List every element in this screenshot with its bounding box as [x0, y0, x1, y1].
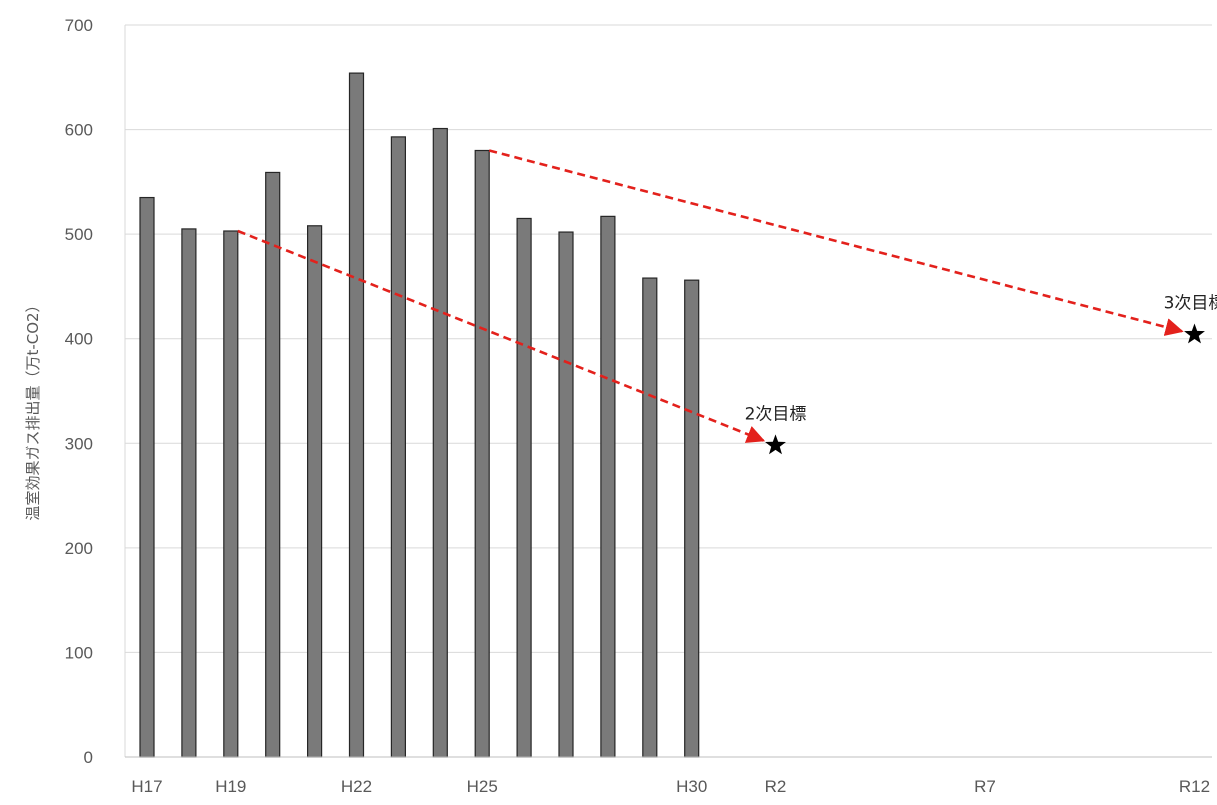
- y-tick-label: 200: [65, 539, 93, 558]
- y-tick-label: 600: [65, 121, 93, 140]
- x-tick-label: R2: [765, 777, 787, 796]
- y-tick-label: 300: [65, 434, 93, 453]
- x-tick-label: H30: [676, 777, 707, 796]
- target-star: [1184, 323, 1205, 344]
- bar-H20: [265, 171, 281, 758]
- bar-H19: [223, 230, 239, 758]
- bars: [139, 72, 700, 758]
- x-tick-label: R12: [1179, 777, 1210, 796]
- y-tick-label: 100: [65, 643, 93, 662]
- x-tick-label: H17: [131, 777, 162, 796]
- x-tick-label: R7: [974, 777, 996, 796]
- bar-H29: [642, 277, 658, 758]
- bar-H30: [684, 279, 700, 758]
- gridlines: [125, 24, 1212, 653]
- bar-H27: [558, 231, 574, 758]
- bar-H25: [474, 149, 490, 758]
- bar-H26: [516, 217, 532, 758]
- bar-H22: [348, 72, 365, 758]
- bar-H23: [390, 136, 406, 758]
- x-tick-label: H22: [341, 777, 372, 796]
- y-axis-label: 温室効果ガス排出量（万t-CO2）: [24, 297, 42, 520]
- axes: 0 100 200 300 400 500 600 700 H17 H19 H22 H25 H30 R2 R…: [65, 16, 1212, 796]
- target-arrow: [237, 229, 766, 443]
- bar-H18: [181, 228, 197, 758]
- bar-H28: [600, 215, 616, 758]
- target-arrow: [488, 149, 1184, 336]
- target-label: 3次目標: [1164, 294, 1217, 314]
- y-tick-label: 700: [65, 16, 93, 35]
- y-tick-label: 400: [65, 330, 93, 349]
- y-tick-label: 0: [84, 748, 93, 767]
- target-label: 2次目標: [745, 404, 807, 424]
- x-tick-label: H25: [467, 777, 498, 796]
- x-tick-label: H19: [215, 777, 246, 796]
- bar-H21: [307, 225, 323, 758]
- bar-H17: [139, 196, 155, 758]
- bar-H24: [432, 127, 448, 758]
- target-arrows: 2次目標 3次目標: [237, 149, 1217, 455]
- y-tick-label: 500: [65, 225, 93, 244]
- target-star: [765, 434, 786, 455]
